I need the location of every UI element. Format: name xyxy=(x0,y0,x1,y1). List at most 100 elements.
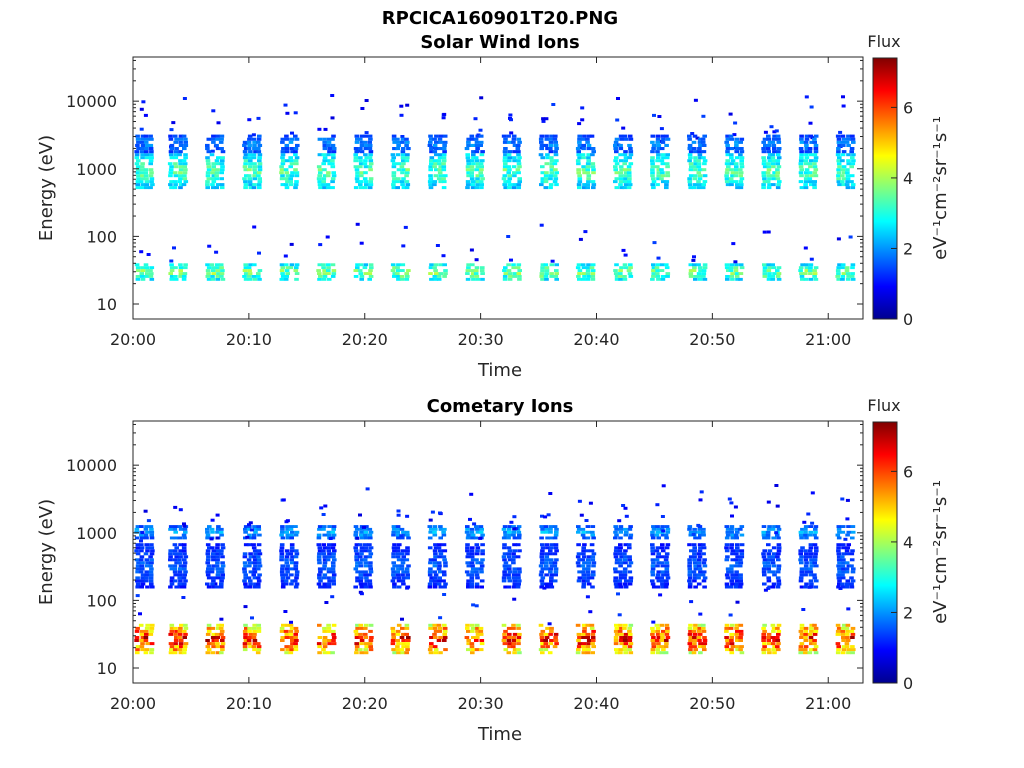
heatmap-cell xyxy=(734,536,739,540)
heatmap-cell xyxy=(215,527,221,531)
heatmap-cell xyxy=(436,275,442,278)
heatmap-cell xyxy=(725,275,730,278)
heatmap-cell xyxy=(368,168,373,172)
heatmap-cell xyxy=(812,576,818,580)
heatmap-cell xyxy=(776,546,782,550)
heatmap-cell xyxy=(331,527,336,531)
heatmap-cell xyxy=(247,642,252,646)
heatmap-cell xyxy=(289,648,294,652)
heatmap-cell xyxy=(317,127,322,131)
heatmap-cell xyxy=(502,156,508,160)
heatmap-cell xyxy=(693,275,698,278)
heatmap-cell xyxy=(798,629,804,633)
heatmap-cell xyxy=(392,651,397,655)
heatmap-cell xyxy=(765,180,771,184)
heatmap-cell xyxy=(618,147,624,151)
heatmap-cell xyxy=(134,150,139,154)
heatmap-cell xyxy=(585,168,590,172)
heatmap-cell xyxy=(582,567,587,571)
heatmap-cell xyxy=(174,636,179,639)
heatmap-cell xyxy=(577,570,582,574)
heatmap-cell xyxy=(692,636,697,639)
heatmap-cell xyxy=(215,137,220,141)
heatmap-cell xyxy=(621,126,626,130)
heatmap-cell xyxy=(590,585,595,589)
plot-area xyxy=(133,421,863,683)
heatmap-cell xyxy=(432,549,438,553)
heatmap-cell xyxy=(614,533,619,537)
heatmap-cell xyxy=(400,552,405,556)
heatmap-cell xyxy=(172,570,178,574)
heatmap-cell xyxy=(219,579,224,583)
heatmap-cell xyxy=(547,622,552,626)
heatmap-cell xyxy=(543,639,548,642)
heatmap-cell xyxy=(331,573,337,577)
heatmap-cell xyxy=(354,552,360,556)
heatmap-cell xyxy=(687,153,693,157)
heatmap-cell xyxy=(251,133,256,137)
heatmap-cell xyxy=(474,150,480,154)
heatmap-cell xyxy=(767,275,772,278)
heatmap-cell xyxy=(149,629,154,633)
heatmap-cell xyxy=(247,134,253,138)
heatmap-cell xyxy=(776,150,781,154)
heatmap-cell xyxy=(776,623,782,627)
heatmap-cell xyxy=(502,275,508,278)
heatmap-cell xyxy=(473,137,479,141)
heatmap-cell xyxy=(243,266,249,270)
heatmap-cell xyxy=(252,632,257,636)
heatmap-cell xyxy=(803,530,808,534)
heatmap-cell xyxy=(849,564,854,568)
heatmap-cell xyxy=(813,552,818,556)
heatmap-cell xyxy=(359,651,364,655)
heatmap-cell xyxy=(436,546,442,550)
heatmap-cell xyxy=(766,567,771,571)
heatmap-cell xyxy=(436,159,442,163)
heatmap-cell xyxy=(544,561,549,565)
heatmap-cell xyxy=(251,275,257,278)
heatmap-cell xyxy=(813,626,819,630)
heatmap-cell xyxy=(577,180,583,184)
heatmap-cell xyxy=(586,174,592,178)
heatmap-cell xyxy=(511,137,517,141)
heatmap-cell xyxy=(429,156,435,160)
heatmap-cell xyxy=(655,150,660,154)
heatmap-cell xyxy=(617,613,622,617)
heatmap-cell xyxy=(701,626,706,630)
heatmap-cell xyxy=(501,639,507,642)
heatmap-cell xyxy=(359,171,365,175)
heatmap-cell xyxy=(689,600,694,604)
heatmap-cell xyxy=(664,632,670,636)
heatmap-cell xyxy=(804,153,809,157)
heatmap-cell xyxy=(466,552,471,556)
heatmap-cell xyxy=(585,525,591,528)
heatmap-cell xyxy=(148,576,154,580)
heatmap-cell xyxy=(135,134,140,138)
heatmap-cell xyxy=(479,579,485,583)
heatmap-cell xyxy=(257,533,262,537)
heatmap-cell xyxy=(178,564,184,568)
heatmap-cell xyxy=(252,549,258,553)
heatmap-cell xyxy=(243,277,249,281)
heatmap-cell xyxy=(205,536,210,540)
heatmap-cell xyxy=(144,180,150,184)
heatmap-cell xyxy=(696,263,701,267)
heatmap-cell xyxy=(471,277,476,281)
heatmap-cell xyxy=(211,639,217,642)
heatmap-cell xyxy=(799,134,804,138)
heatmap-cell xyxy=(143,533,149,537)
heatmap-cell xyxy=(280,137,286,141)
heatmap-cell xyxy=(246,174,252,178)
heatmap-cell xyxy=(182,527,188,531)
heatmap-cell xyxy=(289,561,295,565)
heatmap-cell xyxy=(390,579,396,583)
heatmap-cell xyxy=(357,269,363,272)
heatmap-cell xyxy=(400,561,406,565)
heatmap-cell xyxy=(395,527,401,531)
heatmap-cell xyxy=(168,171,174,175)
heatmap-cell xyxy=(148,174,154,178)
heatmap-cell xyxy=(293,134,298,138)
heatmap-cell xyxy=(581,137,586,141)
heatmap-cell xyxy=(139,525,144,528)
heatmap-cell xyxy=(172,171,178,175)
